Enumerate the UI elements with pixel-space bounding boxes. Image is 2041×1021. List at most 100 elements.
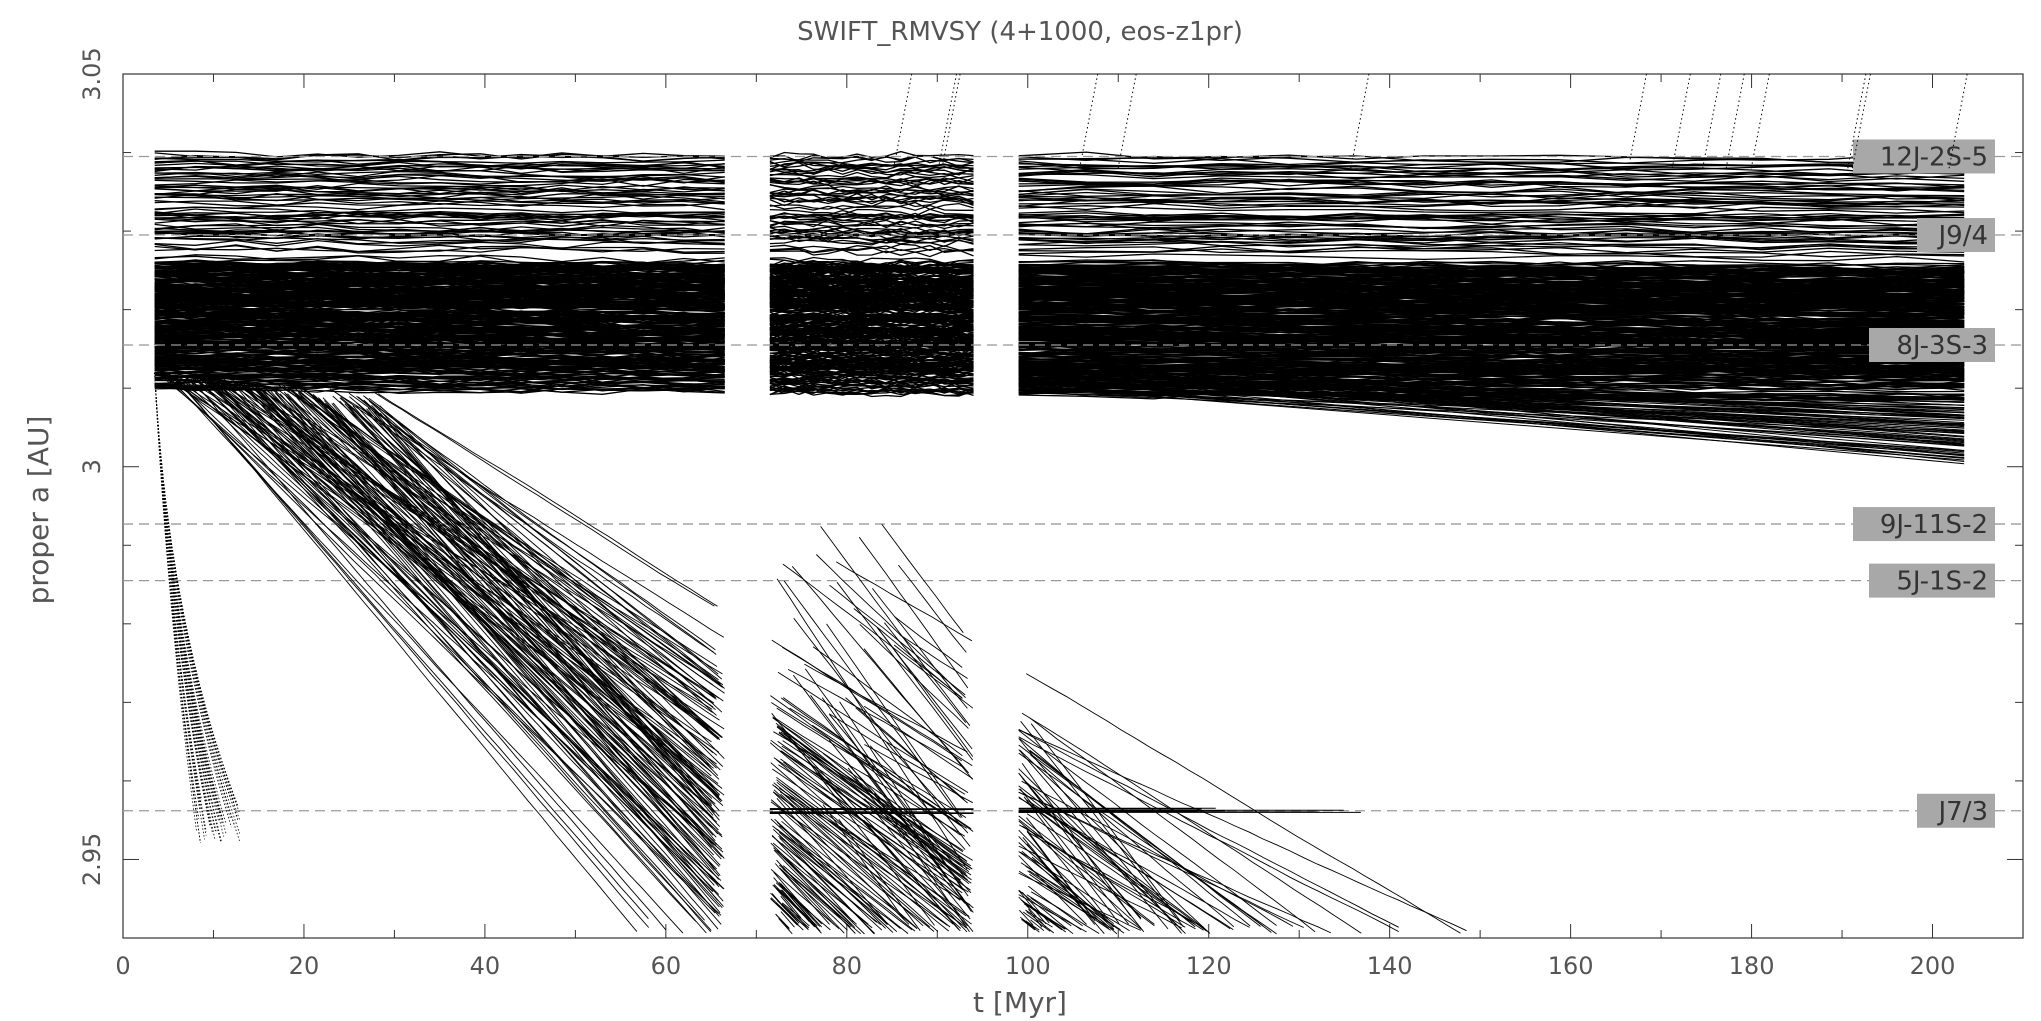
trajectory-drifting-late	[829, 714, 966, 879]
trajectory-drifting-late	[828, 713, 966, 795]
trajectory-drifting-late	[1021, 780, 1294, 927]
trajectory-stable	[154, 294, 725, 303]
trajectory-drifting	[782, 868, 851, 928]
trajectory-drifting	[209, 378, 712, 773]
trajectory-stable	[1018, 215, 1965, 226]
trajectory-stable	[154, 313, 725, 323]
trajectory-drifting	[773, 885, 802, 919]
trajectory-drifting	[281, 386, 717, 700]
trajectory-stable	[769, 256, 974, 264]
trajectory-stable	[154, 369, 725, 378]
trajectory-escaping	[1725, 73, 1745, 169]
trajectory-stable	[769, 171, 974, 179]
trajectory-stable	[154, 237, 725, 246]
trajectory-drifting-late	[881, 524, 964, 633]
trajectory-stable	[769, 329, 974, 338]
trajectory-drifting-late	[1018, 896, 1047, 928]
trajectory-early-dotted	[154, 372, 220, 822]
trajectory-drifting-late	[1030, 754, 1235, 928]
trajectory-drifting	[1030, 891, 1100, 934]
trajectory-stable	[1018, 179, 1965, 192]
trajectory-early-dotted	[154, 372, 197, 831]
trajectory-stable	[1018, 341, 1965, 354]
trajectory-drifting	[346, 403, 714, 811]
trajectory-drifting-late	[1018, 894, 1087, 933]
trajectory-early-dotted	[154, 372, 223, 844]
x-tick-label: 120	[1186, 952, 1232, 980]
trajectory-drifting-late	[1018, 836, 1101, 923]
trajectory-stable	[1018, 202, 1965, 214]
trajectory-drifting	[320, 401, 715, 870]
trajectory-stable	[1018, 248, 1965, 258]
trajectory-stable	[769, 327, 974, 335]
trajectory-stable	[1018, 290, 1965, 298]
trajectory-drifting	[780, 793, 931, 928]
trajectory-drifting	[329, 388, 725, 638]
trajectory-drifting-late	[864, 798, 974, 932]
trajectory-drifting-late	[776, 578, 968, 870]
trajectory-drifting-late	[829, 584, 966, 696]
x-tick-label: 20	[289, 952, 320, 980]
trajectory-drifting	[318, 398, 714, 819]
trajectory-drifting-late	[1026, 817, 1109, 920]
trajectory-stable	[154, 364, 725, 373]
trajectory-escaping	[1627, 73, 1647, 169]
trajectory-drifting-late	[820, 526, 971, 726]
trajectory-drifting	[257, 389, 720, 908]
trajectory-drifting	[771, 835, 881, 926]
trajectory-stable	[1018, 346, 1965, 361]
trajectory-drifting	[773, 757, 965, 891]
trajectory-drifting	[200, 378, 718, 823]
trajectory-stable	[154, 283, 725, 293]
trajectory-stable	[769, 160, 974, 169]
resonance-label-box	[1853, 507, 1995, 542]
trajectory-slow-drift	[1018, 364, 1965, 438]
trajectory-stable	[1018, 278, 1965, 288]
trajectory-drifting-late	[1018, 791, 1332, 934]
trajectory-stable	[1018, 228, 1965, 239]
trajectory-drifting-late	[874, 792, 970, 933]
trajectory-slow-drift	[1018, 377, 1965, 447]
trajectory-drifting-late	[822, 804, 905, 921]
trajectory-drifting	[203, 376, 720, 699]
trajectory-stable	[769, 281, 974, 290]
trajectory-drifting	[771, 702, 962, 826]
trajectory-drifting	[197, 376, 715, 704]
trajectory-stable	[769, 339, 974, 348]
trajectory-drifting	[238, 381, 715, 734]
trajectory-drifting	[296, 397, 719, 901]
resonance-label: 8J-3S-3	[1896, 331, 1988, 361]
trajectory-stable	[1018, 267, 1965, 276]
trajectory-stable	[769, 296, 974, 305]
trajectory-stable	[1018, 265, 1965, 275]
resonance-label: 5J-1S-2	[1896, 567, 1988, 597]
trajectory-stable	[154, 234, 725, 242]
trajectory-drifting	[287, 393, 723, 858]
trajectory-stable	[154, 254, 725, 264]
trajectory-stable	[1018, 357, 1965, 365]
resonance-label: J7/3	[1936, 797, 1988, 827]
trajectory-stable	[769, 319, 974, 328]
trajectory-slow-drift	[1018, 360, 1965, 445]
trajectory-drifting	[772, 768, 963, 894]
trajectory-stable	[769, 196, 974, 204]
trajectory-drifting	[773, 782, 951, 928]
trajectory-drifting-late	[1018, 738, 1182, 934]
trajectory-stable	[769, 374, 974, 382]
trajectory-drifting	[301, 387, 723, 688]
trajectory-stable	[154, 171, 725, 183]
trajectory-drifting	[776, 859, 845, 934]
trajectory-drifting-late	[1018, 736, 1399, 932]
trajectory-drifting-late	[1029, 873, 1112, 931]
trajectory-drifting-late	[886, 742, 969, 834]
trajectory-drifting	[780, 911, 795, 928]
trajectory-drifting-late	[1021, 712, 1362, 934]
trajectory-stable	[769, 276, 974, 286]
trajectory-stable	[154, 262, 725, 269]
trajectory-drifting	[223, 379, 713, 713]
resonance-label-box	[1869, 563, 1995, 598]
trajectory-stable	[1018, 246, 1965, 258]
trajectory-drifting-late	[1025, 921, 1040, 933]
trajectory-early-dotted	[154, 372, 240, 841]
trajectory-drifting	[285, 393, 721, 866]
